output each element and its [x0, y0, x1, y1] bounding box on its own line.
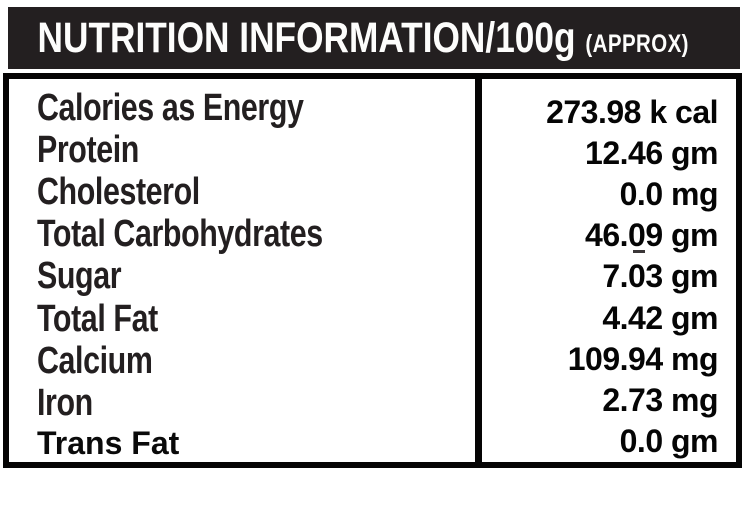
table-row: Protein: [37, 129, 475, 171]
table-row: 4.42 gm: [482, 298, 718, 339]
header-text: NUTRITION INFORMATION/100g (APPROX): [8, 14, 689, 63]
nutrient-label-sugar: Sugar: [37, 255, 122, 298]
table-row: Calcium: [37, 340, 475, 382]
table-row: 46.09 gm: [482, 215, 718, 256]
table-row: Iron: [37, 382, 475, 424]
nutrient-label-calories: Calories as Energy: [37, 86, 304, 129]
nutrient-value-iron: 2.73 mg: [602, 381, 718, 418]
nutrient-label-total-carbohydrates: Total Carbohydrates: [37, 213, 323, 256]
labels-column: Calories as Energy Protein Cholesterol T…: [9, 79, 482, 462]
nutrient-value-total-carbohydrates: 46.09 gm: [585, 217, 718, 254]
nutrient-value-calcium: 109.94 mg: [567, 340, 719, 377]
nutrient-value-protein: 12.46 gm: [585, 135, 718, 172]
nutrient-label-calcium: Calcium: [37, 339, 153, 382]
nutrient-value-trans-fat: 0.0 gm: [619, 422, 719, 459]
table-row: 7.03 gm: [482, 256, 718, 297]
nutrient-label-cholesterol: Cholesterol: [37, 170, 200, 213]
header-bar: NUTRITION INFORMATION/100g (APPROX): [8, 7, 740, 69]
header-approx-label: (APPROX): [585, 29, 689, 58]
stray-underscore-mark: [633, 250, 645, 253]
table-row: 109.94 mg: [482, 339, 719, 380]
table-row: Sugar: [37, 255, 475, 298]
table-row: 0.0 mg: [482, 174, 719, 215]
table-row: 2.73 mg: [482, 380, 718, 421]
nutrient-value-total-fat: 4.42 gm: [602, 299, 718, 336]
table-row: Total Fat: [37, 298, 475, 340]
header-title: NUTRITION INFORMATION/100g: [37, 13, 576, 62]
nutrient-label-trans-fat: Trans Fat: [37, 424, 180, 461]
table-row: 12.46 gm: [482, 133, 718, 174]
table-row: Cholesterol: [37, 171, 475, 213]
nutrient-value-cholesterol: 0.0 mg: [619, 176, 719, 213]
nutrition-table: Calories as Energy Protein Cholesterol T…: [3, 73, 742, 468]
nutrient-label-protein: Protein: [37, 128, 139, 171]
nutrient-label-iron: Iron: [37, 381, 93, 424]
table-row: 273.98 k cal: [482, 92, 718, 133]
nutrient-value-sugar: 7.03 gm: [602, 258, 718, 295]
nutrient-label-total-fat: Total Fat: [37, 297, 158, 340]
values-column: 273.98 k cal 12.46 gm 0.0 mg 46.09 gm 7.…: [482, 79, 736, 462]
table-row: Trans Fat: [37, 425, 475, 463]
table-row: Calories as Energy: [37, 87, 475, 129]
table-row: 0.0 gm: [482, 421, 719, 462]
nutrient-value-calories: 273.98 k cal: [546, 94, 718, 131]
table-row: Total Carbohydrates: [37, 213, 475, 256]
